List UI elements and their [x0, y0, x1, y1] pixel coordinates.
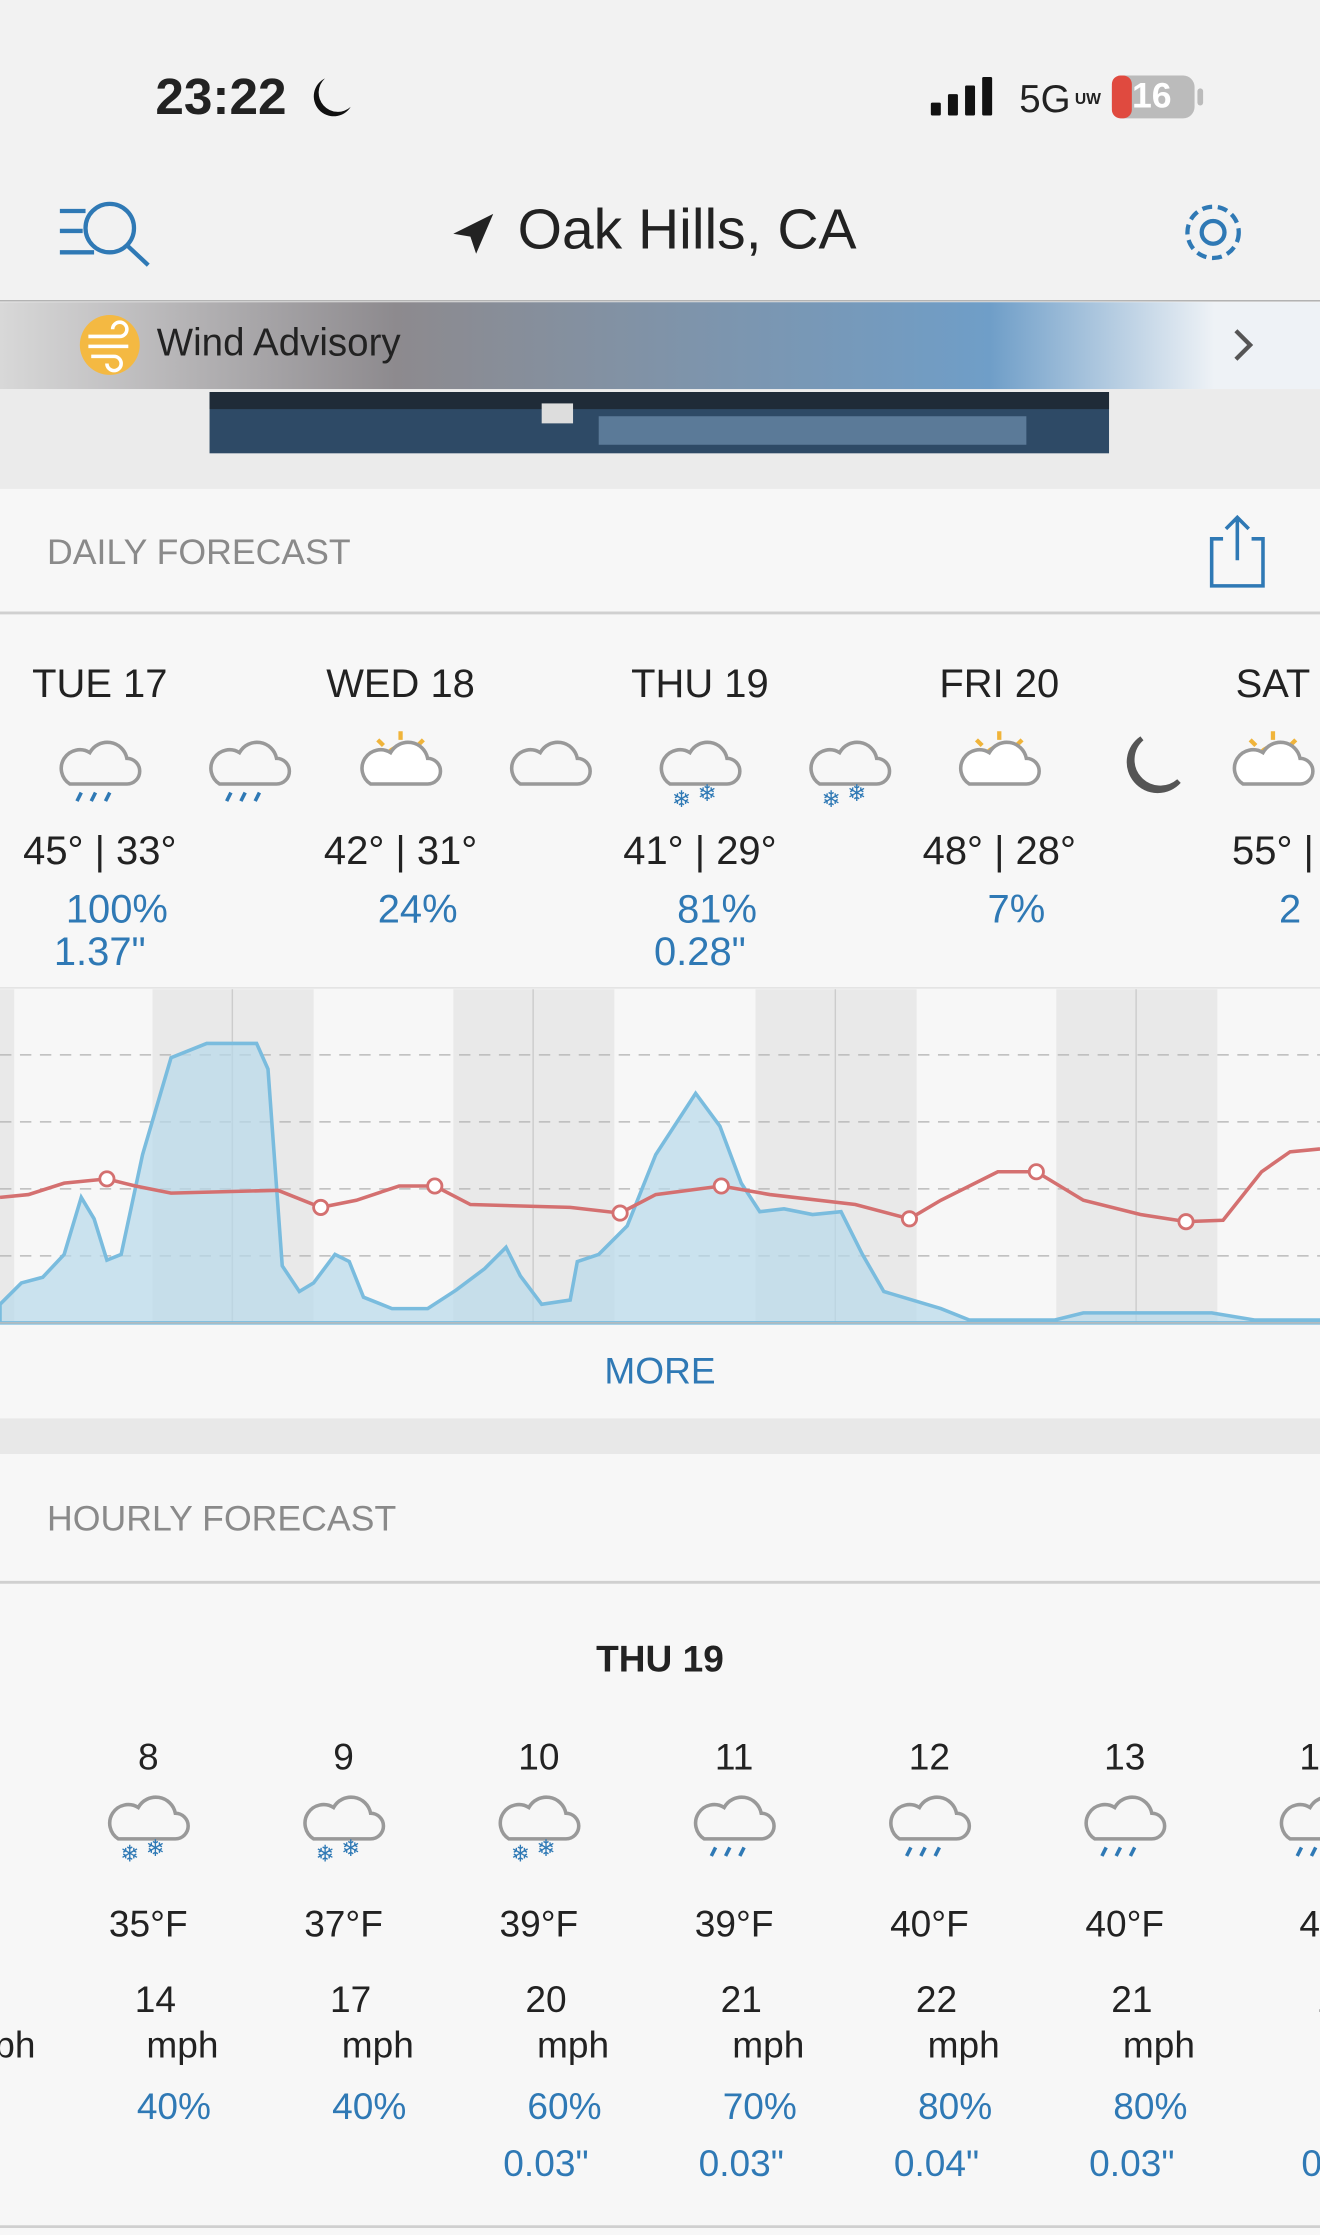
temperature: 55° |: [1232, 828, 1314, 873]
day-label: TUE 17: [32, 661, 168, 706]
hour: 8: [137, 1735, 159, 1779]
precip-chance: 40%: [136, 2084, 212, 2128]
wind-unit: mph: [341, 2023, 414, 2067]
network-sub: UW: [1075, 92, 1101, 108]
temperature: 39°F: [499, 1902, 579, 1946]
temperature: 42° | 31°: [323, 828, 478, 873]
precip-amount: 0.03": [698, 2141, 784, 2185]
svg-text:❄: ❄: [697, 780, 716, 806]
wind-unit: mph: [1122, 2023, 1195, 2067]
weather-icon: [59, 740, 142, 802]
wind-unit: mph: [536, 2023, 610, 2067]
weather-icon: [209, 740, 292, 802]
weather-icon: [1279, 1796, 1320, 1857]
weather-icon: [1084, 1795, 1167, 1857]
wind-speed: 1: [1317, 1978, 1320, 2022]
temperature: 48° | 28°: [922, 828, 1076, 873]
wind-unit: mph: [927, 2023, 1000, 2067]
wind-speed: 20: [525, 1977, 567, 2021]
temperature: 35°F: [108, 1902, 188, 1946]
wind-speed: 14: [134, 1977, 176, 2021]
weather-icon: [1232, 731, 1315, 786]
svg-text:❄: ❄: [315, 1841, 334, 1867]
hour: 13: [1104, 1735, 1146, 1779]
svg-text:❄: ❄: [146, 1835, 165, 1861]
svg-text:❄: ❄: [511, 1841, 530, 1867]
svg-text:❄: ❄: [822, 786, 841, 812]
temperature: 37°F: [304, 1902, 383, 1946]
section-title: HOURLY FORECAST: [47, 1498, 397, 1539]
svg-text:❄: ❄: [847, 780, 866, 806]
precip-amount: 0.03": [503, 2141, 589, 2185]
location[interactable]: Oak Hills, CA: [517, 198, 857, 262]
hour: 10: [518, 1735, 560, 1779]
precip-amount: 0.0: [1301, 2141, 1320, 2185]
time: 23:22: [155, 66, 287, 126]
battery: 16: [1131, 76, 1172, 117]
temperature: 39°F: [694, 1902, 774, 1946]
hour: 12: [908, 1735, 951, 1779]
temperature: 40°F: [890, 1902, 969, 1946]
precip-chance: 2: [1278, 886, 1302, 931]
precip-chance: 70%: [722, 2084, 797, 2128]
day-label: FRI 20: [939, 661, 1060, 706]
weather-icon: ❄❄: [809, 740, 892, 812]
wind-speed: 21: [1111, 1977, 1153, 2021]
precip-amount: 0.03": [1089, 2141, 1175, 2185]
precip-chance: 80%: [917, 2084, 993, 2128]
weather-icon: [693, 1795, 776, 1857]
hour: 9: [333, 1735, 354, 1779]
weather-icon: ❄❄: [498, 1795, 581, 1867]
weather-icon: [1126, 736, 1181, 794]
temperature: 41° | 29°: [623, 828, 777, 873]
precip-amount: 0.28": [653, 929, 746, 974]
weather-icon: [360, 731, 443, 786]
precip-amount: 1.37": [53, 929, 146, 974]
weather-icon: ❄❄: [659, 740, 742, 812]
wind-speed: 21: [720, 1977, 762, 2021]
precip-amount: 0.04": [893, 2141, 980, 2185]
temperature: 40°F: [1085, 1902, 1165, 1946]
more-label: MORE: [604, 1349, 716, 1392]
more-button[interactable]: MORE: [604, 1349, 715, 1393]
day-label: WED 18: [326, 661, 475, 706]
precip-chance: 40%: [332, 2084, 407, 2128]
svg-text:❄: ❄: [536, 1835, 555, 1861]
advisory[interactable]: Wind Advisory: [156, 321, 401, 365]
weather-icon: [959, 731, 1041, 786]
day-label: SAT: [1235, 661, 1311, 706]
temperature: 45° | 33°: [23, 828, 177, 873]
network: 5G: [1019, 77, 1071, 121]
precip-chance: 80%: [1113, 2084, 1188, 2128]
day-label: THU 19: [631, 661, 769, 706]
precip-chance: 60%: [527, 2084, 602, 2128]
weather-icon: [509, 740, 592, 786]
svg-text:❄: ❄: [120, 1841, 139, 1867]
temperature: 40: [1299, 1902, 1320, 1946]
svg-text:❄: ❄: [341, 1835, 360, 1861]
svg-text:❄: ❄: [672, 786, 691, 812]
wind-unit: mph: [732, 2023, 805, 2067]
partial-text: ph: [0, 2023, 36, 2067]
precip-chance: 24%: [377, 886, 458, 931]
hour: 14: [1299, 1735, 1320, 1779]
wind-speed: 17: [330, 1977, 372, 2021]
weather-icon: ❄❄: [303, 1795, 386, 1867]
precip-chance: 100%: [65, 886, 168, 931]
hour: 11: [714, 1735, 754, 1779]
wind-speed: 22: [915, 1977, 958, 2021]
weather-icon: [889, 1795, 972, 1857]
wind-unit: mph: [146, 2023, 219, 2067]
weather-icon: ❄❄: [107, 1795, 190, 1867]
date: THU 19: [596, 1637, 724, 1680]
precip-chance: 7%: [987, 886, 1046, 931]
precip-chance: 81%: [677, 886, 757, 931]
section-title: DAILY FORECAST: [47, 532, 351, 573]
